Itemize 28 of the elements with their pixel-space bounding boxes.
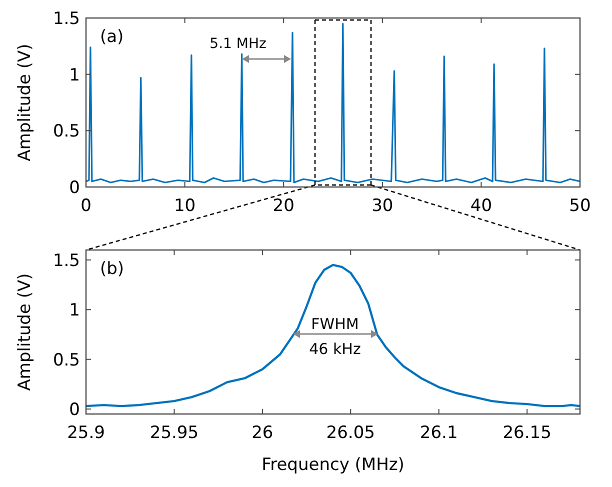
line-series	[85, 22, 581, 184]
y-axis-title: Amplitude (V)	[15, 44, 35, 162]
x-tick-label: 20	[272, 196, 294, 216]
y-tick-label: 1	[69, 300, 80, 321]
y-tick-label: 0	[69, 178, 80, 198]
annotation: 46 kHz	[309, 340, 361, 358]
annotation: 5.1 MHz	[210, 36, 266, 52]
x-tick-label: 26	[252, 423, 274, 443]
x-tick-label: 25.95	[150, 423, 199, 443]
annotation: (a)	[100, 27, 124, 47]
x-tick-label: 10	[174, 196, 196, 216]
y-tick-label: 1	[69, 65, 80, 86]
y-tick-label: 1.5	[52, 9, 80, 29]
x-tick-label: 26.15	[502, 423, 552, 443]
y-tick-label: 0	[69, 400, 80, 420]
y-tick-label: 1.5	[52, 250, 80, 271]
x-axis-title: Frequency (MHz)	[262, 455, 404, 475]
x-tick-label: 50	[569, 196, 591, 216]
y-tick-label: 0.5	[52, 122, 80, 142]
x-tick-label: 26.05	[326, 423, 375, 443]
annotation: (b)	[100, 259, 124, 279]
x-tick-label: 30	[372, 196, 394, 216]
x-tick-label: 40	[470, 196, 492, 216]
y-axis-title: Amplitude (V)	[15, 273, 35, 391]
annotation: FWHM	[311, 315, 359, 333]
x-tick-label: 26.1	[420, 423, 458, 443]
y-tick-label: 0.5	[52, 350, 80, 370]
x-tick-label: 25.9	[67, 423, 105, 443]
